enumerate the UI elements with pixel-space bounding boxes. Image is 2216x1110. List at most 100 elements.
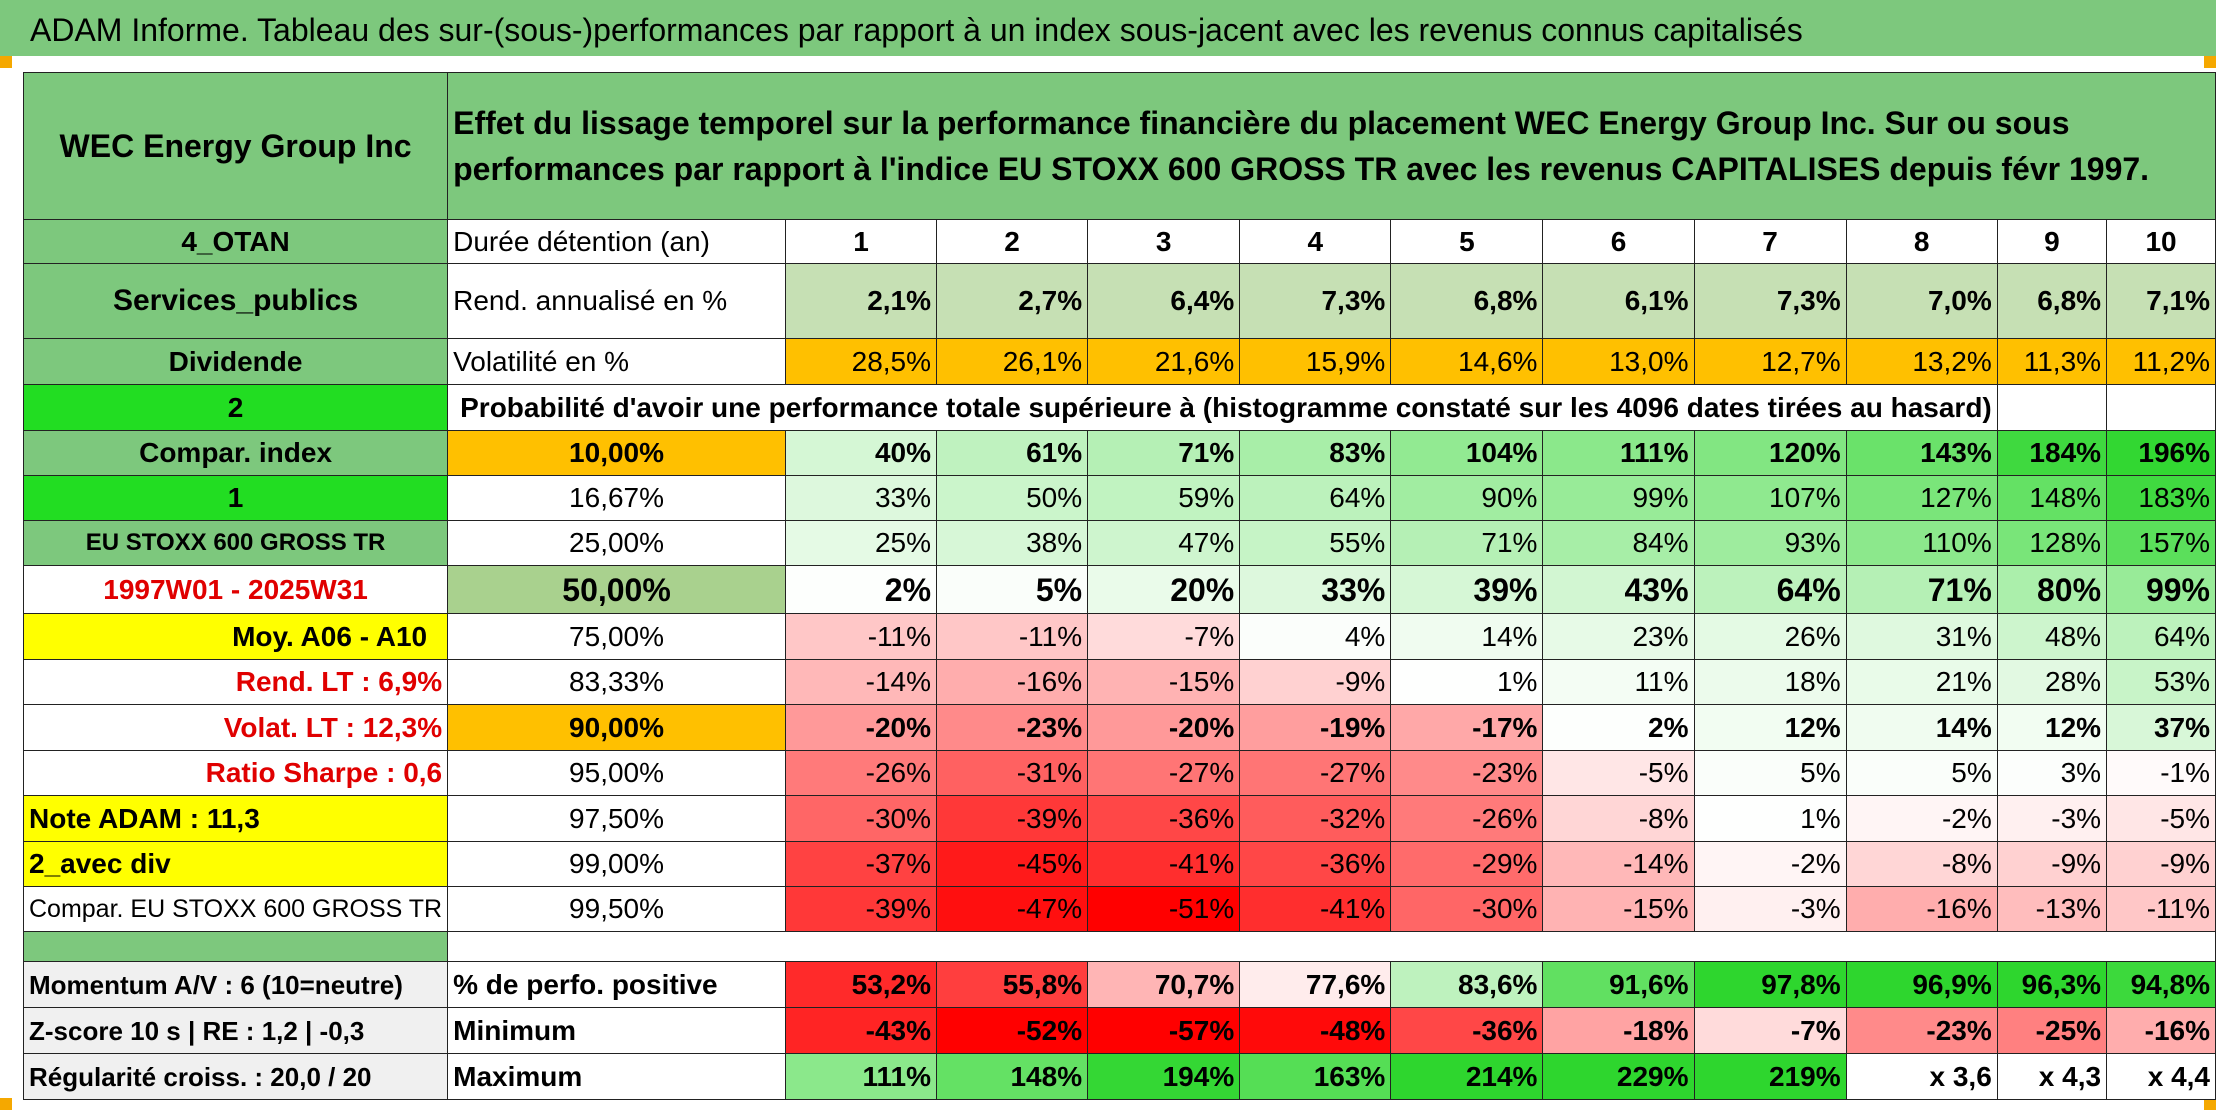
performance-cell: -2%	[1845, 795, 1998, 842]
code-label: 4_OTAN	[22, 219, 449, 264]
stat-label: % de perfo. positive	[447, 961, 786, 1008]
performance-cell: 33%	[1239, 565, 1392, 614]
rend-value: 6,4%	[1087, 263, 1241, 339]
rend-value: 6,1%	[1542, 263, 1695, 339]
percentile-value: 10,00%	[447, 430, 786, 476]
performance-cell: -17%	[1390, 704, 1544, 751]
percentile-value: 25,00%	[447, 520, 786, 566]
performance-cell: 183%	[2106, 475, 2216, 521]
percentile-value: 99,50%	[447, 886, 786, 932]
performance-cell: -13%	[1996, 886, 2108, 932]
stat-value: 163%	[1239, 1053, 1392, 1100]
stats-row: Z-score 10 s | RE : 1,2 | -0,3 Minimum -43…	[22, 1007, 2216, 1054]
performance-cell: 128%	[1996, 520, 2108, 566]
stat-value: 94,8%	[2106, 961, 2216, 1008]
performance-cell: 12%	[1693, 704, 1847, 751]
vol-value: 11,2%	[2106, 338, 2216, 385]
stats-row: Momentum A/V : 6 (10=neutre)% de perfo. …	[22, 961, 2216, 1008]
vol-value: 21,6%	[1087, 338, 1241, 385]
performance-cell: -23%	[936, 704, 1089, 751]
performance-cell: -20%	[784, 704, 938, 751]
performance-cell: 196%	[2106, 430, 2216, 476]
performance-cell: 157%	[2106, 520, 2216, 566]
performance-cell: 71%	[1845, 565, 1998, 614]
percentile-value: 95,00%	[447, 750, 786, 796]
stat-value: -52%	[936, 1007, 1089, 1054]
year-header: 10	[2106, 219, 2216, 264]
performance-cell: -23%	[1390, 750, 1544, 796]
performance-cell: 104%	[1390, 430, 1544, 476]
stat-value: -16%	[2106, 1007, 2216, 1054]
company-name: WEC Energy Group Inc	[22, 72, 449, 220]
performance-cell: 59%	[1087, 475, 1241, 521]
performance-cell: 93%	[1693, 520, 1847, 566]
rend-value: 6,8%	[1996, 263, 2108, 339]
year-header: 7	[1693, 219, 1847, 264]
year-header: 2	[936, 219, 1089, 264]
performance-cell: -16%	[1845, 886, 1998, 932]
performance-cell: 64%	[1693, 565, 1847, 614]
rend-value: 7,3%	[1693, 263, 1847, 339]
performance-cell: 43%	[1542, 565, 1695, 614]
compar-index-label: Compar. index	[22, 430, 449, 476]
performance-table: WEC Energy Group Inc Effet du lissage te…	[22, 72, 2216, 1100]
performance-cell: 11%	[1542, 659, 1695, 705]
performance-cell: -47%	[936, 886, 1089, 932]
performance-cell: 2%	[1542, 704, 1695, 751]
stat-label: Maximum	[447, 1053, 786, 1100]
performance-cell: 99%	[2106, 565, 2216, 614]
year-header: 8	[1845, 219, 1998, 264]
performance-cell: -9%	[2106, 841, 2216, 887]
performance-cell: -19%	[1239, 704, 1392, 751]
performance-cell: -41%	[1087, 841, 1241, 887]
performance-cell: 64%	[1239, 475, 1392, 521]
corner-marker	[0, 1098, 12, 1110]
dividend-label: Dividende	[22, 338, 449, 385]
year-header: 6	[1542, 219, 1695, 264]
year-header: 9	[1996, 219, 2108, 264]
stat-value: 219%	[1693, 1053, 1847, 1100]
table-row: Volat. LT : 12,3% 90,00% -20% -23% -20% -19% -…	[22, 704, 2216, 751]
table-row: Note ADAM : 11,3 97,50% -30% -39% -36% -32% -2…	[22, 795, 2216, 842]
performance-cell: -36%	[1087, 795, 1241, 842]
sector-label: Services_publics	[22, 263, 449, 339]
performance-cell: 40%	[784, 430, 938, 476]
performance-cell: -11%	[2106, 886, 2216, 932]
performance-cell: 33%	[784, 475, 938, 521]
zscore-label: Z-score 10 s | RE : 1,2 | -0,3	[22, 1007, 449, 1054]
rend-value: 6,8%	[1390, 263, 1544, 339]
regularite-label: Régularité croiss. : 20,0 / 20	[22, 1053, 449, 1100]
performance-cell: -27%	[1087, 750, 1241, 796]
performance-cell: -45%	[936, 841, 1089, 887]
year-header: 1	[784, 219, 938, 264]
avec-div-label: 2_avec div	[22, 841, 449, 887]
performance-cell: -5%	[1542, 750, 1695, 796]
performance-cell: 5%	[1845, 750, 1998, 796]
vol-value: 13,2%	[1845, 338, 1998, 385]
percentile-value: 99,00%	[447, 841, 786, 887]
performance-cell: 25%	[784, 520, 938, 566]
performance-cell: 18%	[1693, 659, 1847, 705]
stat-value: -7%	[1693, 1007, 1847, 1054]
performance-cell: -3%	[1693, 886, 1847, 932]
performance-cell: 148%	[1996, 475, 2108, 521]
performance-cell: 84%	[1542, 520, 1695, 566]
stat-value: 83,6%	[1390, 961, 1544, 1008]
stat-value: 55,8%	[936, 961, 1089, 1008]
performance-cell: -51%	[1087, 886, 1241, 932]
performance-cell: 31%	[1845, 613, 1998, 660]
table-row: 1 16,67% 33% 50% 59% 64% 90% 99% 107% 127% 148% 183…	[22, 475, 2216, 521]
stat-value: 229%	[1542, 1053, 1695, 1100]
period-label: 1997W01 - 2025W31	[22, 565, 449, 614]
empty-cell	[2106, 384, 2216, 431]
performance-cell: 64%	[2106, 613, 2216, 660]
spacer-cell	[447, 931, 2216, 962]
corner-marker	[2204, 1098, 2216, 1110]
performance-cell: 39%	[1390, 565, 1544, 614]
performance-cell: 71%	[1087, 430, 1241, 476]
performance-cell: -31%	[936, 750, 1089, 796]
description: Effet du lissage temporel sur la perform…	[447, 72, 2216, 220]
stat-value: -43%	[784, 1007, 938, 1054]
performance-cell: 90%	[1390, 475, 1544, 521]
stat-value: 214%	[1390, 1053, 1544, 1100]
